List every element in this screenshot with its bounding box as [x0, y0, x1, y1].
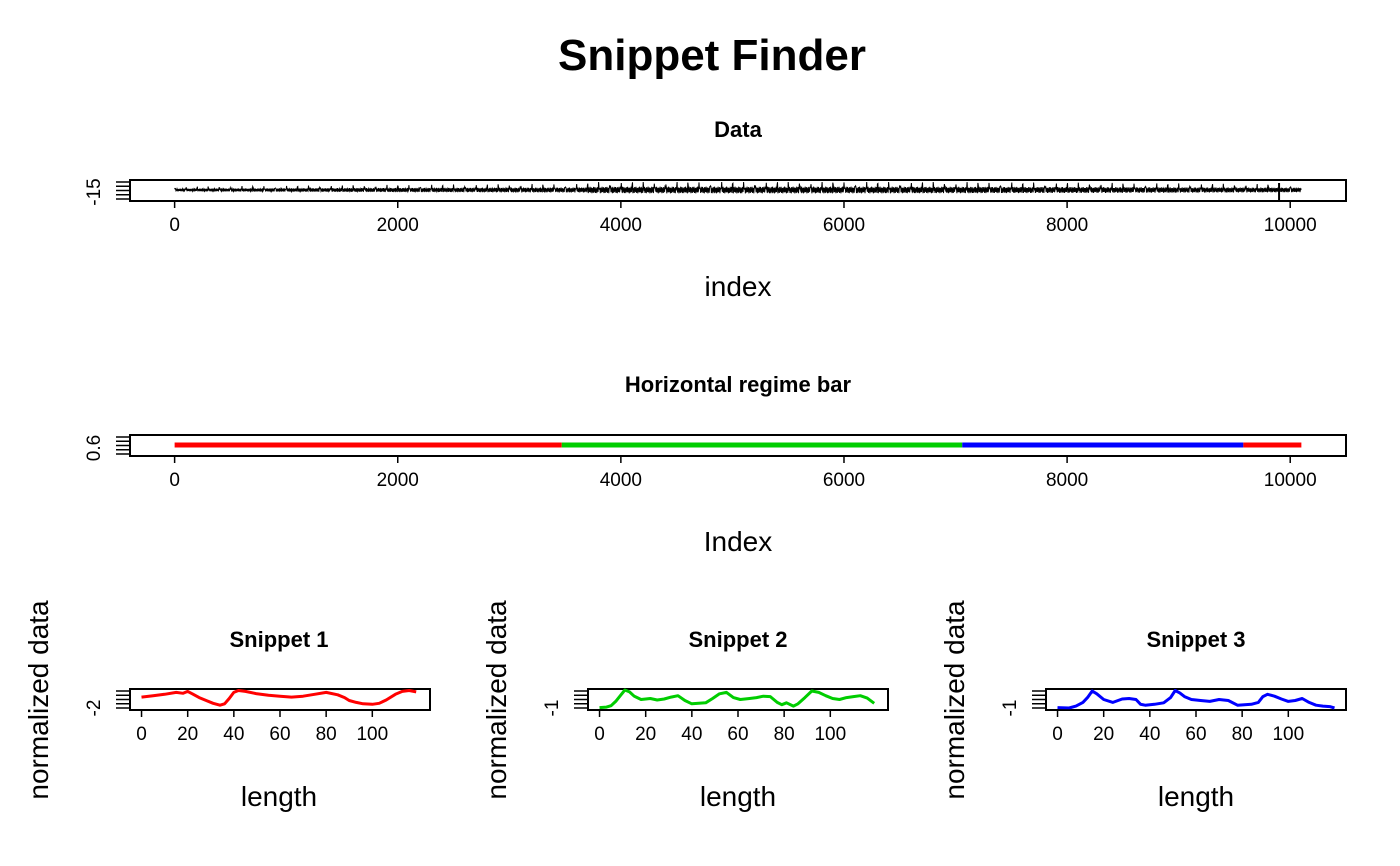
snippet1-x-tick-label: 20 — [177, 724, 198, 745]
data-x-tick-label: 4000 — [600, 215, 642, 236]
snippet2-title: Snippet 2 — [688, 627, 787, 652]
snippet3-x-tick-label: 20 — [1093, 724, 1114, 745]
regime-y-axis — [116, 436, 131, 455]
snippet1-line — [141, 689, 417, 707]
data-x-tick-label: 2000 — [377, 215, 419, 236]
data-y-axis — [116, 181, 131, 200]
data-x-tick-label: 6000 — [823, 215, 865, 236]
snippet2-panel: Snippet 2 0 20 40 60 80 100 -1 length normali… — [481, 600, 889, 812]
data-series — [174, 181, 1302, 200]
regime-x-tick-label: 6000 — [823, 470, 865, 491]
snippet2-x-tick-label: 60 — [727, 724, 748, 745]
snippet2-x-axis: 0 20 40 60 80 100 — [594, 709, 846, 745]
snippet2-y-axis-label: normalized data — [481, 600, 512, 800]
snippet1-x-tick-label: 100 — [356, 724, 388, 745]
snippet1-title: Snippet 1 — [229, 627, 328, 652]
snippet3-x-tick-label: 80 — [1232, 724, 1253, 745]
snippet3-x-tick-label: 40 — [1139, 724, 1160, 745]
snippet2-series — [599, 688, 876, 710]
data-x-tick-label: 8000 — [1046, 215, 1088, 236]
data-y-tick-label: -15 — [84, 178, 105, 205]
main-title: Snippet Finder — [558, 31, 866, 80]
regime-x-tick-label: 8000 — [1046, 470, 1088, 491]
snippet3-x-axis: 0 20 40 60 80 100 — [1052, 709, 1304, 745]
snippet3-x-axis-label: length — [1158, 781, 1234, 812]
snippet1-panel: Snippet 1 0 20 40 60 80 100 -2 length normali… — [23, 600, 431, 812]
regime-panel-title: Horizontal regime bar — [625, 372, 852, 397]
snippet1-x-tick-label: 0 — [136, 724, 147, 745]
regime-x-tick-label: 2000 — [377, 470, 419, 491]
snippet1-x-axis-label: length — [241, 781, 317, 812]
regime-y-tick-label: 0.6 — [84, 435, 105, 461]
snippet2-x-tick-label: 20 — [635, 724, 656, 745]
snippet2-line — [599, 688, 876, 710]
snippet1-x-tick-label: 40 — [223, 724, 244, 745]
snippet3-x-tick-label: 0 — [1052, 724, 1063, 745]
snippet3-y-axis-label: normalized data — [939, 600, 970, 800]
snippet2-x-tick-label: 100 — [814, 724, 846, 745]
snippet3-line — [1057, 689, 1335, 710]
data-x-tick-label: 10000 — [1264, 215, 1317, 236]
snippet2-x-tick-label: 0 — [594, 724, 605, 745]
snippet3-panel: Snippet 3 0 20 40 60 80 100 -1 length normali… — [939, 600, 1347, 812]
snippet2-x-tick-label: 80 — [774, 724, 795, 745]
data-x-tick-label: 0 — [169, 215, 180, 236]
snippet3-y-tick-label: -1 — [1000, 700, 1021, 717]
snippet2-x-tick-label: 40 — [681, 724, 702, 745]
snippet1-y-axis-label: normalized data — [23, 600, 54, 800]
regime-x-tick-label: 4000 — [600, 470, 642, 491]
snippet3-title: Snippet 3 — [1146, 627, 1245, 652]
snippet1-x-axis: 0 20 40 60 80 100 — [136, 709, 388, 745]
snippet2-y-tick-label: -1 — [542, 700, 563, 717]
data-panel-title: Data — [714, 117, 762, 142]
data-series-line — [174, 181, 1302, 194]
snippet2-y-axis — [574, 690, 589, 709]
data-panel: Data 0 2000 4000 6000 8000 10000 -15 index — [84, 117, 1347, 302]
snippet3-x-tick-label: 100 — [1272, 724, 1304, 745]
snippet1-series — [141, 689, 417, 707]
regime-panel: Horizontal regime bar 0 2000 4000 6000 8000 1… — [84, 372, 1347, 557]
snippet1-x-tick-label: 60 — [269, 724, 290, 745]
snippet1-y-tick-label: -2 — [84, 700, 105, 717]
data-x-axis-label: index — [705, 271, 772, 302]
snippet3-y-axis — [1032, 690, 1047, 709]
regime-x-tick-label: 0 — [169, 470, 180, 491]
regime-x-axis: 0 2000 4000 6000 8000 10000 — [169, 455, 1317, 491]
snippet2-x-axis-label: length — [700, 781, 776, 812]
snippet1-y-axis — [116, 690, 131, 709]
snippet3-x-tick-label: 60 — [1185, 724, 1206, 745]
regime-x-axis-label: Index — [704, 526, 773, 557]
data-x-axis: 0 2000 4000 6000 8000 10000 — [169, 200, 1317, 236]
snippet3-series — [1057, 689, 1335, 710]
snippet1-x-tick-label: 80 — [316, 724, 337, 745]
regime-x-tick-label: 10000 — [1264, 470, 1317, 491]
